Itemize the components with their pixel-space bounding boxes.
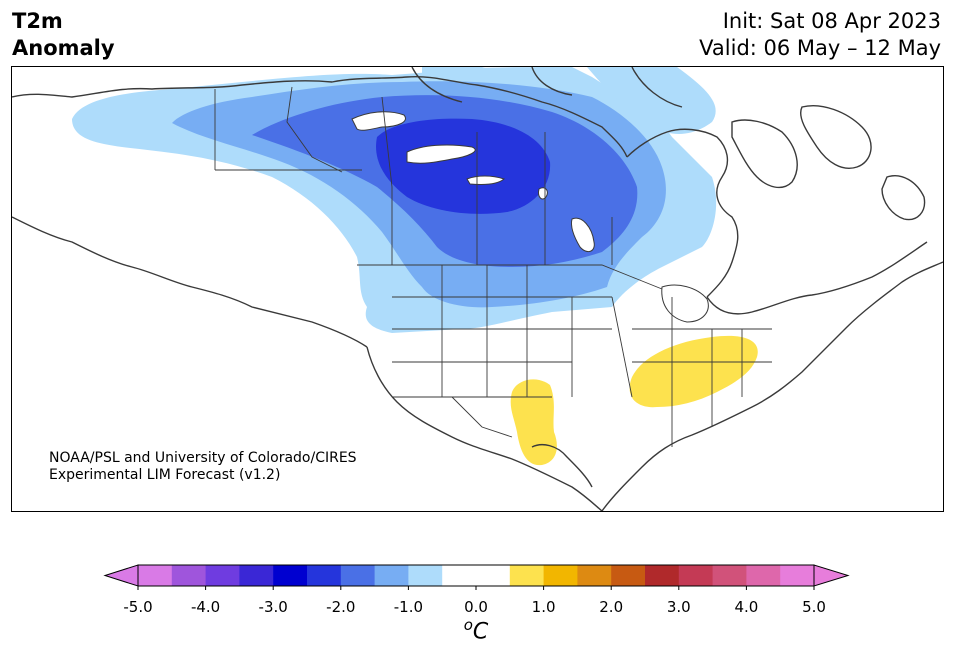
anomaly-shading [72,67,758,466]
colorbar-tick-label: -3.0 [258,598,288,616]
colorbar-tick-label: -2.0 [326,598,356,616]
unit-degree: o [463,616,473,634]
colorbar-swatch [408,565,443,586]
unit-celsius: C [472,619,489,645]
colorbar-swatch [307,565,342,586]
colorbar-tick-label: -5.0 [123,598,153,616]
colorbar-tick-label: 3.0 [666,598,691,616]
colorbar-tick-label: -4.0 [190,598,221,616]
colorbar-swatch [374,565,409,586]
inland-water [351,111,709,323]
colorbar-swatch [340,565,376,586]
colorbar-tick-label: 5.0 [802,598,826,616]
colorbar-swatch [138,565,173,586]
colorbar-swatch [712,565,747,586]
lake-reindeer [538,187,548,200]
anomaly-contour-dark-blue [376,118,551,214]
colorbar-swatch [171,565,207,586]
map-svg [12,67,943,511]
colorbar-swatch [746,565,781,586]
lake-winnipeg [571,217,595,253]
colorbar-swatch [611,565,646,586]
colorbar [100,560,860,596]
colorbar-swatch [543,565,578,586]
credit-line-2: Experimental LIM Forecast (v1.2) [49,467,281,483]
colorbar-swatch [442,565,477,586]
title-block-left: T2m Anomaly [12,8,115,62]
colorbar-swatch [273,565,308,586]
colorbar-swatch [476,565,511,586]
colorbar-unit: oC [464,616,489,644]
great-lakes [661,284,709,323]
map-panel [11,66,944,512]
political-borders [214,86,772,447]
lake-great-slave [406,144,476,164]
coastlines [12,67,943,511]
anomaly-contour-yellow-east [629,335,758,408]
valid-range: Valid: 06 May – 12 May [699,36,941,60]
colorbar-tick-label: 4.0 [734,598,759,616]
colorbar-tick-label: -1.0 [393,598,424,616]
credit-text: NOAA/PSL and University of Colorado/CIRE… [49,450,357,484]
colorbar-swatch [239,565,274,586]
colorbar-svg [103,564,850,590]
anomaly-contour-yellow-southwest [510,379,557,466]
colorbar-swatch [645,565,680,586]
colorbar-swatch [509,565,545,586]
title-block-right: Init: Sat 08 Apr 2023 Valid: 06 May – 12… [699,8,941,62]
colorbar-extend-low [103,564,139,587]
title-type: Anomaly [12,36,115,60]
lake-great-bear [351,111,406,131]
credit-line-1: NOAA/PSL and University of Colorado/CIRE… [49,450,357,466]
colorbar-tick-label: 1.0 [531,598,556,616]
colorbar-swatch [577,565,612,586]
title-variable: T2m [12,9,63,33]
colorbar-tick-label: 2.0 [599,598,624,616]
colorbar-swatch [205,565,240,586]
border-us-canada [357,264,663,290]
colorbar-swatch [780,565,815,586]
init-date: Init: Sat 08 Apr 2023 [722,9,941,33]
colorbar-tick-label: 0.0 [464,598,488,616]
colorbar-swatch [678,565,714,586]
anomaly-contour-light-blue-east [587,67,716,134]
colorbar-extend-high [813,564,850,587]
